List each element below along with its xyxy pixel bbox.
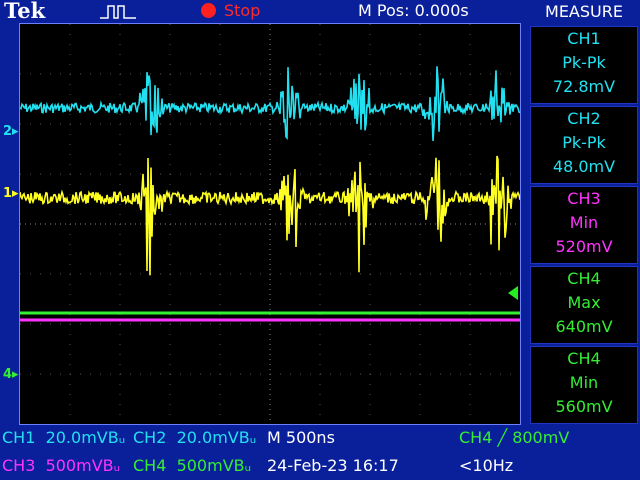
- measure-value: 48.0mV: [552, 157, 616, 176]
- measure-channel: CH3: [567, 189, 601, 208]
- measure-value: 72.8mV: [552, 77, 616, 96]
- ch1-scale-readout: CH1 20.0mVBᵤ: [2, 428, 126, 447]
- menu-title: MEASURE: [545, 2, 623, 21]
- measure-channel: CH4: [567, 269, 601, 288]
- trigger-edge-icon: [100, 5, 136, 19]
- run-state-label: Stop: [224, 1, 261, 20]
- ch4-scale-readout: CH4 500mVBᵤ: [133, 456, 252, 475]
- measure-type: Max: [567, 293, 601, 312]
- measure-value: 520mV: [555, 237, 613, 256]
- measure-channel: CH2: [567, 109, 601, 128]
- ch2-scale-readout: CH2 20.0mVBᵤ: [133, 428, 257, 447]
- measure-slot-3[interactable]: CH3 Min 520mV: [530, 186, 638, 264]
- measure-slot-5[interactable]: CH4 Min 560mV: [530, 346, 638, 424]
- measure-channel: CH4: [567, 349, 601, 368]
- trigger-frequency: <10Hz: [459, 456, 514, 475]
- measure-slot-4[interactable]: CH4 Max 640mV: [530, 266, 638, 344]
- graticule: [20, 24, 520, 424]
- ch1-trace: [20, 155, 520, 276]
- ch1-ground-marker-icon: 1▸: [3, 186, 19, 201]
- measure-channel: CH1: [567, 29, 601, 48]
- measure-slot-2[interactable]: CH2 Pk-Pk 48.0mV: [530, 106, 638, 184]
- ch4-ground-marker-icon: 4▸: [3, 367, 19, 382]
- measure-type: Pk-Pk: [562, 133, 606, 152]
- ch3-scale-readout: CH3 500mVBᵤ: [2, 456, 121, 475]
- horizontal-position: M Pos: 0.000s: [358, 1, 469, 20]
- top-status-bar: Tek Stop M Pos: 0.000s MEASURE: [0, 0, 640, 23]
- measure-type: Min: [569, 213, 599, 232]
- ch2-ground-marker-icon: 2▸: [3, 124, 19, 139]
- measure-type: Min: [569, 373, 599, 392]
- measure-slot-1[interactable]: CH1 Pk-Pk 72.8mV: [530, 26, 638, 104]
- timebase-readout: M 500ns: [267, 428, 335, 447]
- brand-logo: Tek: [4, 0, 46, 23]
- measure-type: Pk-Pk: [562, 53, 606, 72]
- trigger-level-marker-icon: [508, 286, 518, 300]
- date-time: 24-Feb-23 16:17: [267, 456, 399, 475]
- trigger-readout: CH4 ╱ 800mV: [459, 428, 570, 447]
- measure-value: 640mV: [555, 317, 613, 336]
- measure-value: 560mV: [555, 397, 613, 416]
- waveform-display: [19, 23, 521, 425]
- ch2-trace: [20, 66, 520, 141]
- stop-indicator-icon: [201, 3, 216, 18]
